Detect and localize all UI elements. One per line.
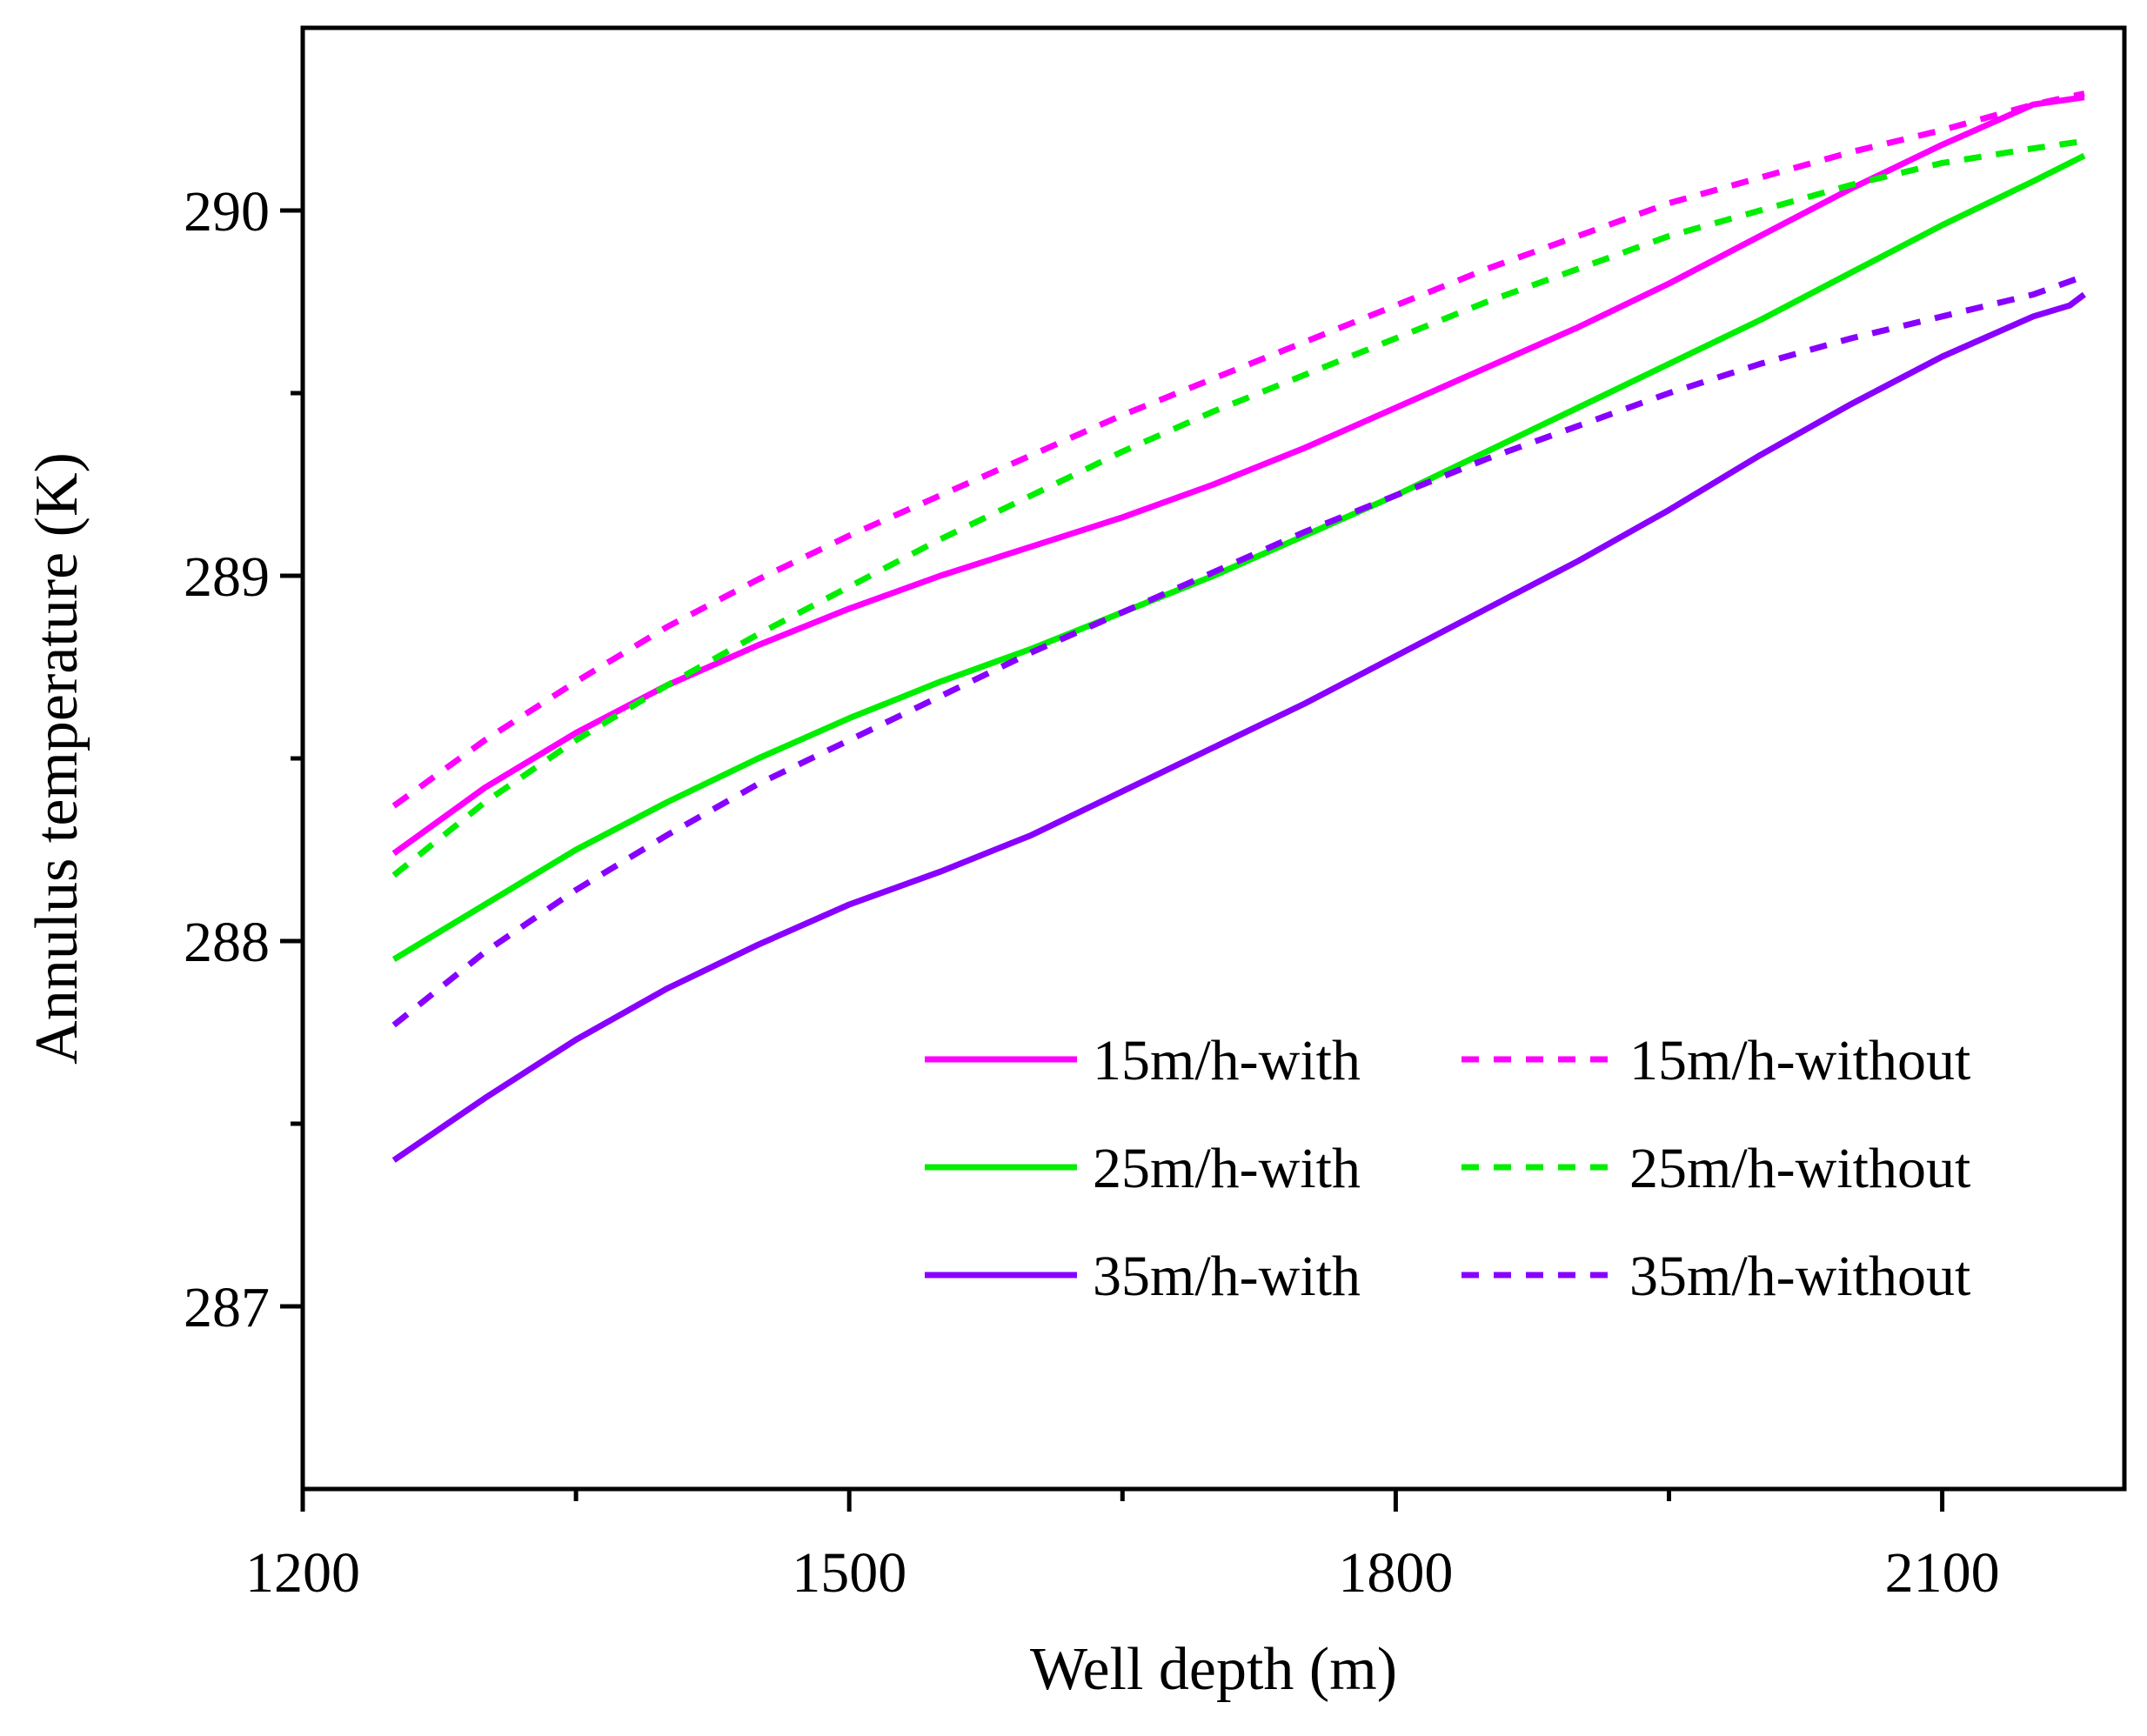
y-tick-label: 288 [184, 911, 270, 974]
legend-label: 25m/h-with [1093, 1137, 1361, 1200]
x-tick-label: 1500 [792, 1541, 906, 1605]
legend: 15m/h-with 15m/h-without 25m/h-with 25m/h-w… [925, 1029, 1970, 1308]
legend-label: 35m/h-without [1629, 1245, 1970, 1308]
series-group [391, 90, 2087, 1163]
axis-ticks [280, 208, 1945, 1512]
series-line-15m-h-without [391, 90, 2085, 809]
y-tick-label: 290 [184, 180, 270, 244]
series-line-25m-h-without [391, 137, 2085, 878]
legend-label: 15m/h-without [1629, 1029, 1970, 1092]
x-tick-label: 1800 [1338, 1541, 1453, 1605]
tick-labels: 1200 1500 1800 2100 287 288 289 290 [184, 180, 2000, 1605]
x-tick-label: 1200 [245, 1541, 360, 1605]
y-tick-label: 287 [184, 1276, 270, 1339]
legend-label: 15m/h-with [1093, 1029, 1361, 1092]
legend-label: 25m/h-without [1629, 1137, 1970, 1200]
y-axis-title: Annulus temperature (K) [23, 452, 90, 1065]
series-line-15m-h-with [391, 94, 2085, 857]
legend-label: 35m/h-with [1093, 1245, 1361, 1308]
series-line-25m-h-with [391, 152, 2086, 962]
y-tick-label: 289 [184, 545, 270, 609]
x-tick-label: 2100 [1885, 1541, 2000, 1605]
series-line-35m-h-without [391, 273, 2086, 1028]
x-axis-title: Well depth (m) [1030, 1636, 1397, 1703]
series-line-35m-h-with [391, 291, 2087, 1163]
